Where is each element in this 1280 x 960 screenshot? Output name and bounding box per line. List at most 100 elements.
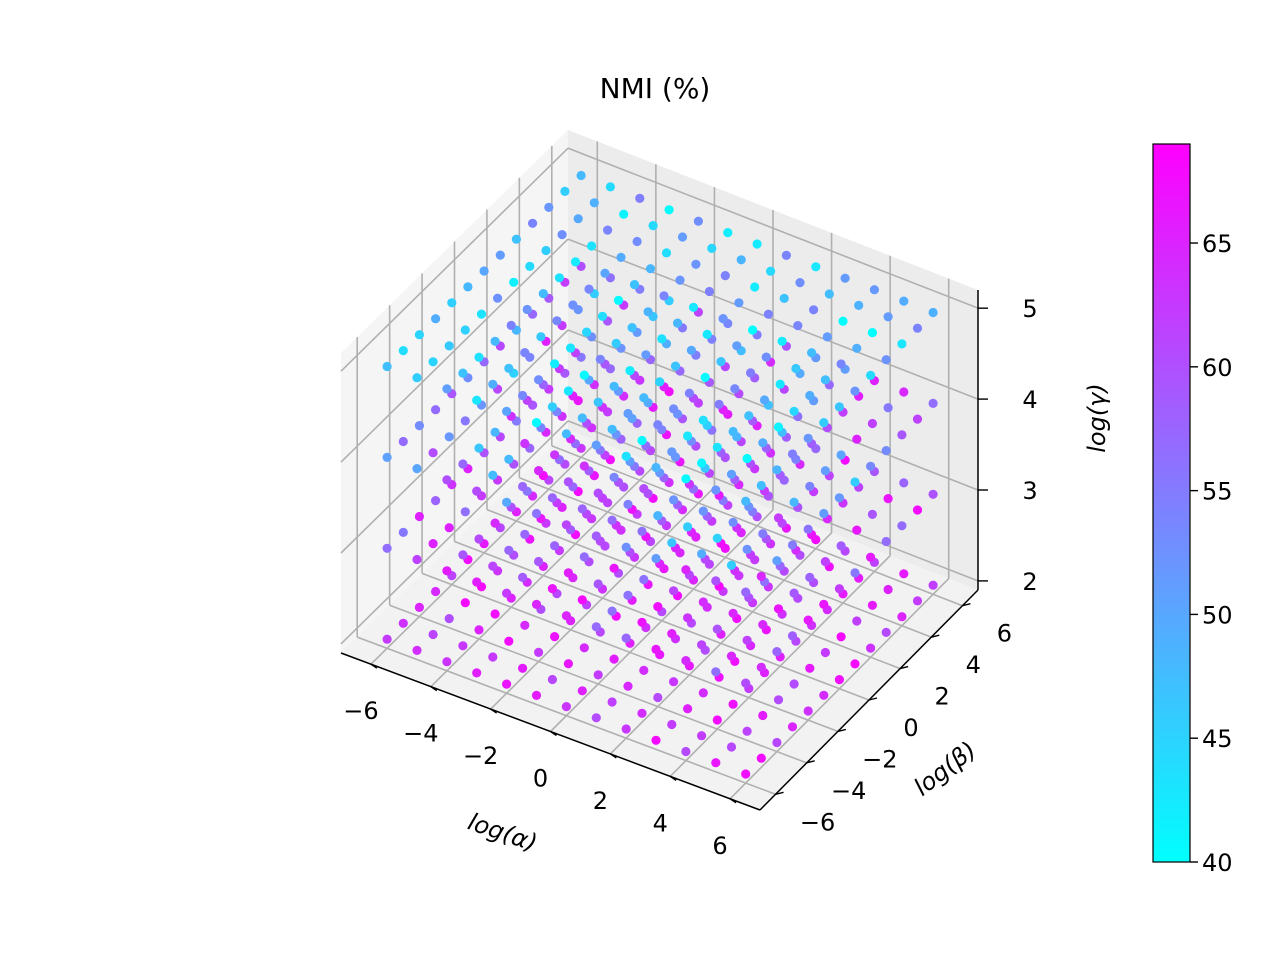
- scatter-point: [547, 584, 558, 594]
- scatter-point: [550, 450, 560, 460]
- scatter-point: [525, 261, 535, 271]
- scatter-point: [460, 598, 470, 608]
- scatter-point: [563, 568, 574, 578]
- scatter-point: [752, 239, 762, 249]
- scatter-point: [547, 493, 558, 503]
- scatter-point: [803, 706, 813, 716]
- scatter-point: [838, 316, 848, 326]
- scatter-point: [711, 667, 721, 677]
- scatter-point: [577, 413, 587, 423]
- grid-y-floor: [551, 445, 963, 607]
- scatter-point: [667, 719, 677, 730]
- scatter-point: [675, 275, 685, 285]
- scatter-point: [772, 647, 782, 657]
- scatter-point: [493, 293, 503, 303]
- scatter-point: [534, 556, 544, 567]
- y-tick-mark: [775, 791, 784, 795]
- scatter-point: [444, 341, 454, 351]
- scatter-point: [726, 651, 737, 661]
- scatter-point: [639, 665, 649, 676]
- scatter-point: [561, 611, 572, 621]
- scatter-point: [759, 395, 770, 405]
- scatter-point: [711, 758, 721, 768]
- scatter-point: [645, 264, 656, 274]
- scatter-point: [664, 205, 674, 215]
- scatter-point: [807, 348, 817, 358]
- scatter-point: [669, 586, 679, 596]
- x-tick-mark: [370, 663, 378, 669]
- scatter-point: [584, 284, 594, 294]
- scatter-point: [609, 381, 619, 391]
- scatter-point: [686, 345, 697, 355]
- scatter-point: [621, 542, 631, 552]
- scatter-point: [560, 186, 570, 196]
- scatter-point: [866, 370, 876, 380]
- scatter-point: [712, 442, 722, 452]
- scatter-point: [698, 688, 708, 698]
- colorbar-gradient: [1152, 143, 1191, 863]
- scatter-point: [609, 472, 619, 482]
- y-tick-mark: [837, 728, 847, 733]
- scatter-point: [852, 434, 862, 444]
- scatter-point: [623, 408, 633, 419]
- scatter-point: [502, 406, 512, 416]
- y-tick-mark: [962, 603, 971, 607]
- z-tick-label: 5: [1022, 295, 1037, 323]
- y-tick-mark: [806, 760, 815, 764]
- scatter-point: [607, 606, 617, 616]
- scatter-point: [834, 584, 845, 594]
- scatter-point: [579, 370, 589, 380]
- colorbar-tick-label: 50: [1202, 601, 1233, 629]
- scatter-point: [591, 713, 601, 723]
- scatter-point: [531, 508, 542, 519]
- scatter-point: [520, 438, 530, 449]
- y-tick-label: 2: [935, 683, 950, 711]
- scatter-point: [730, 384, 740, 394]
- scatter-point: [607, 515, 617, 525]
- scatter-point: [531, 418, 542, 428]
- grid-y-floor: [486, 508, 901, 670]
- scatter-point: [850, 477, 860, 487]
- grid-z-right: [567, 238, 979, 400]
- scatter-point: [566, 343, 576, 353]
- scatter-point: [787, 631, 798, 641]
- scatter-point: [520, 620, 530, 630]
- scatter-point: [881, 627, 891, 638]
- scatter-point: [414, 511, 424, 522]
- x-tick-label: 6: [712, 832, 727, 860]
- scatter-point: [811, 262, 821, 272]
- scatter-point: [789, 588, 799, 598]
- colorbar-tick-label: 65: [1202, 230, 1233, 258]
- scatter-point: [726, 560, 737, 570]
- scatter-point: [867, 328, 878, 338]
- grid-y-floor: [389, 604, 807, 764]
- y-tick-label: −2: [862, 745, 897, 773]
- scatter-point: [398, 527, 408, 538]
- scatter-point: [667, 538, 677, 548]
- scatter-point: [899, 478, 909, 488]
- scatter-point: [550, 541, 560, 551]
- scatter-point: [460, 507, 470, 517]
- scatter-point: [819, 508, 829, 519]
- scatter-point: [458, 550, 468, 560]
- scatter-point: [691, 259, 701, 269]
- scatter-point: [460, 325, 470, 335]
- scatter-point: [607, 424, 617, 434]
- scatter-point: [789, 679, 799, 689]
- scatter-point: [756, 480, 766, 491]
- scatter-point: [819, 599, 829, 610]
- scatter-point: [627, 323, 637, 333]
- scatter-point: [897, 521, 907, 531]
- scatter-point: [758, 438, 768, 448]
- grid-z-right: [567, 329, 979, 491]
- scatter-point: [561, 429, 572, 439]
- scatter-point: [428, 448, 438, 458]
- scatter-point: [741, 587, 751, 597]
- x-tick-mark: [669, 775, 677, 781]
- x-tick-mark: [550, 730, 557, 737]
- scatter-point: [538, 289, 548, 299]
- scatter-point: [881, 536, 891, 547]
- scatter-point: [773, 695, 784, 705]
- y-tick-mark: [899, 665, 909, 670]
- scatter-point: [867, 600, 878, 610]
